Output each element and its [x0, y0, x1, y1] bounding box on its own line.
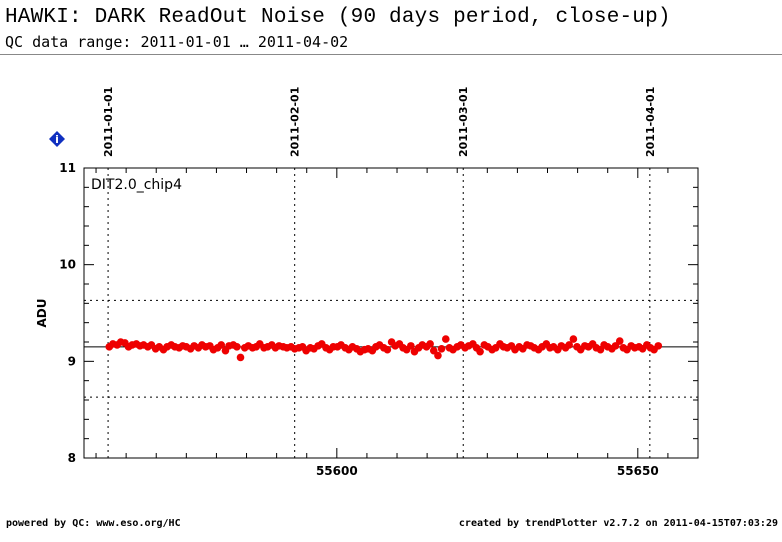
date-marker-label-1: 2011-02-01: [289, 87, 302, 157]
x-tick-labels: 55600 55650: [316, 464, 659, 478]
x-tick-label: 55650: [617, 464, 659, 478]
footer-created-by: created by trendPlotter v2.7.2 on 2011-0…: [458, 518, 778, 529]
data-point: [476, 347, 484, 356]
footer-powered-by: powered by QC: www.eso.org/HC: [6, 518, 181, 529]
data-point: [441, 335, 450, 343]
data-point: [434, 351, 442, 360]
data-points: [105, 335, 663, 362]
y-tick-label: 11: [59, 161, 76, 175]
data-point: [654, 342, 663, 350]
chart-subtitle: QC data range: 2011-01-01 … 2011-04-02: [5, 33, 349, 51]
data-point: [233, 343, 241, 351]
limit-lines: [84, 299, 698, 398]
x-tick-label: 55600: [316, 464, 358, 478]
plot-area: [83, 167, 699, 459]
info-diamond-shape: [49, 131, 65, 147]
panel-label: DIT2.0_chip4: [91, 177, 182, 193]
date-marker-label-3: 2011-04-01: [644, 87, 657, 157]
y-axis-label: ADU: [35, 299, 49, 328]
data-point: [407, 342, 415, 350]
data-point: [236, 353, 245, 362]
header-divider: [0, 54, 782, 55]
info-diamond-letter: i: [55, 133, 59, 146]
axis-ticks: [84, 167, 699, 459]
y-tick-label: 9: [68, 354, 76, 368]
plot-frame: [83, 167, 699, 459]
info-diamond-icon[interactable]: i: [49, 131, 65, 147]
date-marker-label-2: 2011-03-01: [457, 87, 470, 157]
data-point: [615, 337, 624, 345]
data-point: [569, 335, 578, 343]
data-point: [426, 340, 434, 348]
y-tick-label: 8: [68, 451, 76, 465]
date-marker-labels: 2011-01-01 2011-02-01 2011-03-01 2011-04-01: [102, 87, 657, 157]
y-tick-labels: 8 9 10 11: [59, 161, 76, 465]
data-point: [217, 341, 226, 349]
date-marker-lines: [107, 168, 651, 458]
date-marker-label-0: 2011-01-01: [102, 87, 115, 157]
chart-title: HAWKI: DARK ReadOut Noise (90 days perio…: [5, 6, 671, 29]
data-point: [437, 344, 446, 353]
y-tick-label: 10: [59, 258, 76, 272]
data-point: [383, 345, 392, 354]
data-point: [565, 341, 573, 349]
